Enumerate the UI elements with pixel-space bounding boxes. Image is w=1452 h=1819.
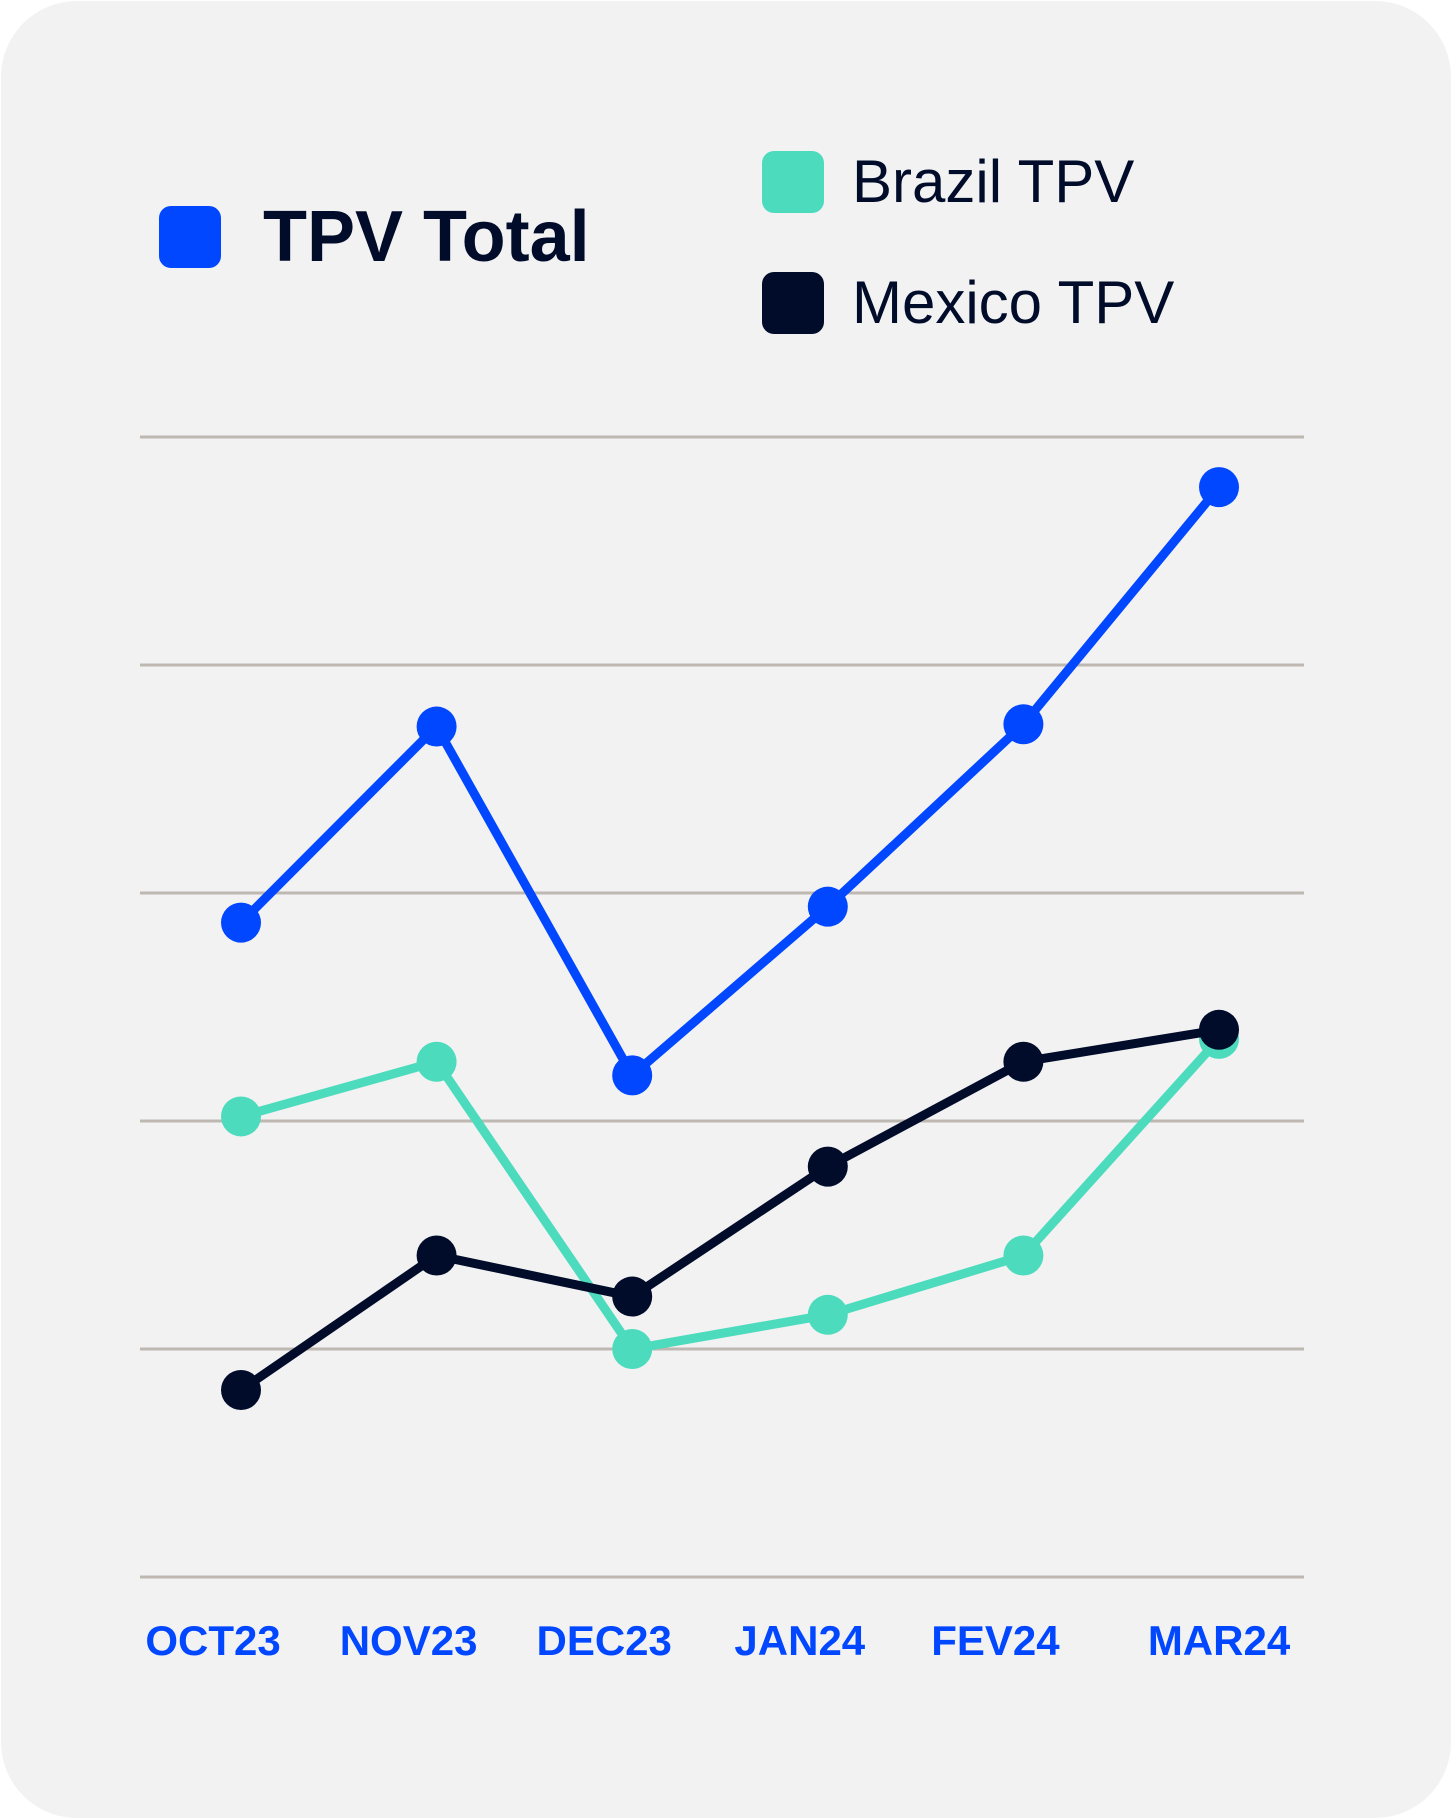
data-point-brazil-tpv (807, 1294, 848, 1335)
x-axis-ticks: OCT23 NOV23 DEC23 JAN24 FEV24 MAR24 (145, 1617, 1291, 1664)
legend-label-brazil: Brazil TPV (852, 148, 1135, 215)
legend-item-mexico: Mexico TPV (762, 272, 1174, 334)
series-mexico-tpv (221, 1009, 1239, 1411)
data-point-brazil-tpv (612, 1329, 653, 1369)
data-point-tpv-total (1199, 467, 1239, 508)
legend-item-brazil: Brazil TPV (762, 151, 1134, 213)
legend-swatch-mexico (762, 272, 824, 334)
x-tick-label: MAR24 (1148, 1617, 1291, 1664)
series-line-brazil-tpv (239, 1035, 1223, 1354)
data-point-mexico-tpv (612, 1276, 653, 1317)
series-lines (221, 467, 1239, 1411)
x-tick-label: OCT23 (145, 1617, 280, 1664)
data-point-tpv-total (612, 1055, 653, 1096)
data-point-mexico-tpv (1199, 1009, 1239, 1050)
legend-item-total: TPV Total (159, 197, 590, 277)
legend-swatch-total (159, 206, 221, 268)
series-tpv-total (221, 467, 1239, 1096)
data-point-mexico-tpv (1003, 1041, 1044, 1082)
legend-label-total: TPV Total (263, 197, 590, 277)
data-point-brazil-tpv (1003, 1235, 1044, 1276)
series-brazil-tpv (221, 1018, 1239, 1369)
data-point-brazil-tpv (221, 1096, 261, 1137)
data-point-tpv-total (807, 886, 848, 927)
legend-label-mexico: Mexico TPV (852, 269, 1175, 336)
data-point-tpv-total (1003, 704, 1044, 745)
data-point-mexico-tpv (221, 1370, 261, 1411)
x-tick-label: JAN24 (734, 1617, 865, 1664)
data-point-tpv-total (221, 902, 261, 943)
x-tick-label: FEV24 (931, 1617, 1060, 1664)
x-tick-label: DEC23 (536, 1617, 671, 1664)
x-tick-label: NOV23 (340, 1617, 478, 1664)
series-line-tpv-total (237, 484, 1223, 1080)
data-point-tpv-total (416, 706, 457, 747)
series-line-mexico-tpv (238, 1025, 1220, 1394)
data-point-mexico-tpv (416, 1235, 457, 1276)
gridlines (140, 435, 1304, 1579)
data-point-brazil-tpv (416, 1041, 457, 1082)
legend-swatch-brazil (762, 151, 824, 213)
data-point-mexico-tpv (807, 1146, 848, 1187)
